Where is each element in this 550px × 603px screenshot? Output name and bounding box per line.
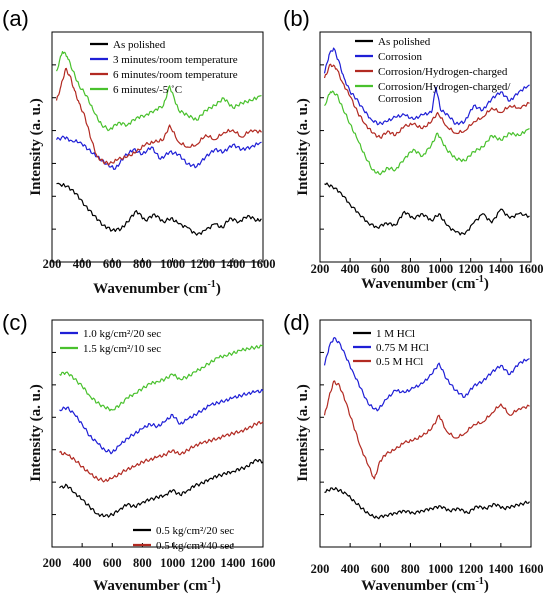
panel-c-ticks: 200 400 600 800 1000 1200 1400 1600: [43, 351, 276, 570]
panel-c-legend: 1.0 kg/cm²/20 sec 1.5 kg/cm²/10 sec 0.5 kg…: [60, 328, 234, 552]
panel-c-series-line: [59, 344, 264, 412]
panel-a-legend-label: As polished: [113, 39, 166, 51]
panel-b-xtick-label: 200: [311, 262, 330, 276]
panel-a: (a) 200 400 600 800 1000 1200 1400 1600 As poli…: [2, 6, 276, 297]
panel-a-legend-label: 6 minutes/-5 ˚C: [113, 84, 182, 96]
panel-c-xtick-label: 1600: [251, 556, 276, 570]
panel-a-series-line: [55, 135, 262, 170]
panel-c-xtick-label: 200: [43, 556, 62, 570]
panel-c-legend-label: 0.5 kg/cm²/40 sec: [156, 540, 234, 552]
panel-b-plot-area: [319, 31, 532, 263]
panel-b-series-line: [324, 90, 530, 176]
panel-a-xtick-label: 1600: [251, 257, 276, 271]
panel-a-series: [55, 51, 262, 236]
panel-c-xtick-label: 600: [103, 556, 122, 570]
panel-a-xtick-label: 400: [73, 257, 92, 271]
panel-a-xtick-label: 1200: [190, 257, 215, 271]
panel-d-xtick-label: 400: [341, 562, 360, 576]
panel-a-xtick-label: 1000: [160, 257, 185, 271]
panel-a-xtick-label: 200: [43, 257, 62, 271]
panel-b-series-line: [324, 182, 530, 236]
panel-d: (d) 200 400 600 800 1000 1200 1400 1600 1 M HCl…: [283, 310, 544, 594]
panel-b-series: [323, 47, 530, 236]
panel-c-xtick-label: 1400: [220, 556, 245, 570]
panel-d-xlabel: Wavenumber (cm-1): [361, 576, 489, 594]
panel-b-legend: As polished Corrosion Corrosion/Hydrogen-c…: [355, 36, 511, 105]
panel-b-label: (b): [283, 6, 310, 31]
panel-d-ylabel: Intensity (a. u.): [295, 384, 311, 482]
panel-c-xtick-label: 1200: [190, 556, 215, 570]
panel-d-xtick-label: 1200: [458, 562, 483, 576]
panel-a-series-line: [56, 182, 262, 236]
panel-c-series-line: [59, 458, 264, 518]
panel-d-label: (d): [283, 310, 310, 335]
panel-b-xtick-label: 800: [401, 262, 420, 276]
panel-b-xtick-label: 400: [341, 262, 360, 276]
panel-b-xtick-label: 1000: [428, 262, 453, 276]
panel-c-legend-label: 0.5 kg/cm²/20 sec: [156, 525, 234, 537]
panel-b-xlabel: Wavenumber (cm-1): [361, 274, 489, 292]
panel-c-plot-area: [51, 319, 264, 548]
panel-b: (b) 200 400 600 800 1000 1200 1400 1600 As poli…: [283, 6, 544, 292]
panel-c-xlabel: Wavenumber (cm-1): [93, 576, 221, 594]
panel-a-series-line: [55, 51, 262, 132]
panel-d-legend-label: 1 M HCl: [376, 328, 415, 340]
panel-b-xtick-label: 600: [371, 262, 390, 276]
panel-a-series-line: [55, 67, 262, 166]
panel-b-ticks: 200 400 600 800 1000 1200 1400 1600: [311, 64, 544, 276]
panel-b-series-line: [323, 63, 530, 139]
panel-d-xtick-label: 200: [311, 562, 330, 576]
panel-a-legend-label: 6 minutes/room temperature: [113, 69, 238, 81]
panel-d-series-line: [324, 487, 530, 520]
panel-c-series: [59, 344, 264, 518]
panel-a-xtick-label: 600: [103, 257, 122, 271]
panel-c-xtick-label: 400: [73, 556, 92, 570]
panel-b-series-line: [323, 47, 530, 126]
panel-b-ylabel: Intensity (a. u.): [295, 98, 311, 196]
panel-a-xtick-label: 1400: [220, 257, 245, 271]
panel-a-ticks: 200 400 600 800 1000 1200 1400 1600: [43, 64, 276, 271]
panel-c-ylabel: Intensity (a. u.): [28, 384, 44, 482]
panel-a-xtick-label: 800: [133, 257, 152, 271]
panel-b-legend-label: Corrosion/Hydrogen-charged: [378, 66, 508, 78]
panel-c-series-line: [59, 420, 264, 483]
panel-d-plot-area: [319, 319, 532, 548]
panel-c-xtick-label: 1000: [160, 556, 185, 570]
panel-c-xtick-label: 800: [133, 556, 152, 570]
panel-c-series-line: [59, 388, 264, 455]
panel-d-xtick-label: 800: [401, 562, 420, 576]
panel-a-ylabel: Intensity (a. u.): [28, 98, 44, 196]
panel-c-legend-label: 1.5 kg/cm²/10 sec: [83, 343, 161, 355]
panel-d-legend-label: 0.75 M HCl: [376, 342, 429, 354]
panel-a-xlabel: Wavenumber (cm-1): [93, 279, 221, 297]
panel-a-plot-area: [51, 31, 264, 263]
panel-d-legend-label: 0.5 M HCl: [376, 356, 423, 368]
panel-d-series-line: [323, 380, 530, 480]
panel-a-legend: As polished 3 minutes/room temperature 6 m…: [90, 39, 238, 96]
panel-d-series: [323, 337, 530, 520]
panel-b-xtick-label: 1200: [458, 262, 483, 276]
panel-d-xtick-label: 600: [371, 562, 390, 576]
panel-d-xtick-label: 1000: [428, 562, 453, 576]
panel-d-xtick-label: 1600: [519, 562, 544, 576]
panel-d-legend: 1 M HCl 0.75 M HCl 0.5 M HCl: [353, 328, 429, 368]
panel-d-series-line: [323, 337, 530, 412]
panel-a-legend-label: 3 minutes/room temperature: [113, 54, 238, 66]
panel-a-label: (a): [2, 6, 29, 31]
panel-b-legend-label: As polished: [378, 36, 431, 48]
panel-c-legend-label: 1.0 kg/cm²/20 sec: [83, 328, 161, 340]
panel-b-xtick-label: 1600: [519, 262, 544, 276]
panel-b-legend-label: Corrosion: [378, 51, 423, 63]
panel-d-ticks: 200 400 600 800 1000 1200 1400 1600: [311, 351, 544, 576]
panel-c-label: (c): [2, 310, 28, 335]
panel-b-legend-label: Corrosion/Hydrogen-charged/Corrosion: [378, 81, 511, 105]
panel-b-xtick-label: 1400: [488, 262, 513, 276]
panel-d-xtick-label: 1400: [488, 562, 513, 576]
panel-c: (c) 200 400 600 800 1000 1200 1400 1600 1.0 kg/…: [2, 310, 276, 594]
